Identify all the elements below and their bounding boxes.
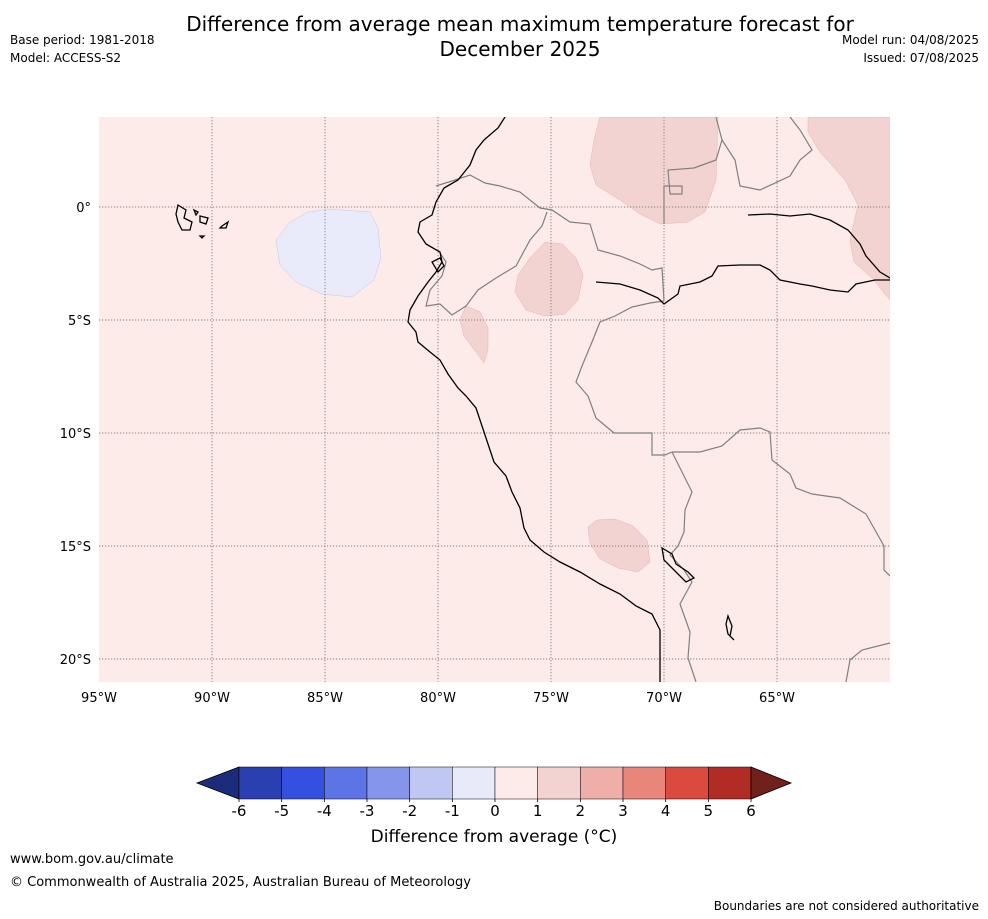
lon-label: 70°W — [646, 691, 682, 706]
copyright-notice: © Commonwealth of Australia 2025, Austra… — [10, 875, 471, 890]
warm-anomaly-regions — [459, 117, 890, 573]
latitude-labels: 0° 5°S 10°S 15°S 20°S — [60, 201, 91, 668]
colorbar-segment — [409, 766, 453, 800]
galapagos-isabela — [175, 203, 193, 231]
galapagos-san-cristobal — [218, 220, 230, 229]
header-left-meta: Base period: 1981-2018 Model: ACCESS-S2 — [10, 31, 155, 67]
cool-anomaly-region — [275, 208, 382, 298]
colorbar-tick-label: -4 — [317, 802, 332, 820]
colorbar-tick-label: 0 — [490, 802, 500, 820]
colorbar-tick-label: 4 — [661, 802, 671, 820]
galapagos-santa-cruz — [199, 215, 209, 225]
colorbar-tick-label: 2 — [576, 802, 586, 820]
rio-negro — [747, 213, 890, 279]
colorbar-segment — [452, 766, 496, 800]
model-run-label: Model run: 04/08/2025 — [841, 33, 979, 47]
amazon-river — [595, 264, 890, 305]
colorbar-segment — [537, 766, 581, 800]
boundary-disclaimer: Boundaries are not considered authoritat… — [713, 899, 979, 913]
colorbar-segment — [622, 766, 666, 800]
colorbar-segment — [238, 766, 282, 800]
map-title-line-1: Difference from average mean maximum tem… — [186, 12, 854, 36]
colorbar-segment — [665, 766, 709, 800]
graticule — [99, 117, 890, 682]
colorbar-segment — [708, 766, 752, 800]
issued-label: Issued: 07/08/2025 — [863, 51, 979, 65]
colorbar-tick-label: -5 — [274, 802, 289, 820]
peru-bolivia-border — [669, 451, 697, 682]
warm-region-northeast — [807, 117, 890, 301]
paraguay-border — [845, 642, 890, 682]
map-title: Difference from average mean maximum tem… — [120, 12, 920, 62]
peru-brazil-border — [575, 300, 673, 456]
website-link[interactable]: www.bom.gov.au/climate — [10, 852, 174, 867]
colorbar-extend-low — [195, 766, 240, 800]
pacific-coastline — [407, 117, 661, 682]
base-period-label: Base period: 1981-2018 — [10, 33, 155, 47]
colorbar-tick-label: -1 — [445, 802, 460, 820]
warm-region-amazon — [514, 241, 584, 317]
lon-label: 95°W — [81, 691, 117, 706]
lon-label: 75°W — [533, 691, 569, 706]
galapagos-small — [192, 208, 206, 239]
colorbar-title: Difference from average (°C) — [370, 827, 618, 847]
coastlines — [175, 117, 890, 682]
colombia-ecuador-border — [435, 174, 665, 302]
map-title-line-2: December 2025 — [439, 37, 601, 61]
colorbar-segment — [494, 766, 538, 800]
colorbar-segment — [580, 766, 624, 800]
lat-label: 20°S — [60, 653, 91, 668]
colorbar-segment — [366, 766, 410, 800]
model-label: Model: ACCESS-S2 — [10, 51, 122, 65]
lon-label: 80°W — [420, 691, 456, 706]
lake-poopo — [725, 613, 735, 641]
lon-label: 90°W — [194, 691, 230, 706]
lon-label: 65°W — [759, 691, 795, 706]
colorbar-tick-label: 6 — [746, 802, 756, 820]
map-panel — [99, 117, 890, 682]
brazil-north-border — [721, 117, 813, 191]
warm-region-north — [589, 117, 719, 225]
bolivia-brazil-border — [672, 427, 890, 577]
colorbar-segment — [281, 766, 325, 800]
lon-label: 85°W — [307, 691, 343, 706]
ecuador-peru-border — [425, 211, 548, 316]
colorbar-tick-label: 1 — [533, 802, 543, 820]
venezuela-border — [663, 117, 723, 224]
colorbar-tick-label: -3 — [360, 802, 375, 820]
gulf-of-guayaquil — [431, 257, 445, 274]
colorbar — [195, 766, 793, 802]
colorbar-extend-high — [750, 766, 793, 800]
map-background — [99, 117, 890, 682]
lat-label: 15°S — [60, 540, 91, 555]
colorbar-tick-label: -2 — [402, 802, 417, 820]
colorbar-segment — [324, 766, 368, 800]
header-right-meta: Model run: 04/08/2025 Issued: 07/08/2025 — [842, 31, 979, 67]
longitude-labels: 95°W 90°W 85°W 80°W 75°W 70°W 65°W — [81, 691, 795, 706]
warm-region-south — [587, 518, 651, 573]
country-borders — [425, 117, 890, 682]
colorbar-labels: -6 -5 -4 -3 -2 -1 0 1 2 3 4 5 6 — [232, 802, 756, 820]
lat-label: 5°S — [68, 314, 91, 329]
lat-label: 0° — [76, 201, 91, 216]
colorbar-tick-label: 5 — [704, 802, 714, 820]
lat-label: 10°S — [60, 427, 91, 442]
colorbar-tick-label: -6 — [232, 802, 247, 820]
lake-titicaca — [661, 546, 696, 583]
colorbar-tick-label: 3 — [618, 802, 628, 820]
